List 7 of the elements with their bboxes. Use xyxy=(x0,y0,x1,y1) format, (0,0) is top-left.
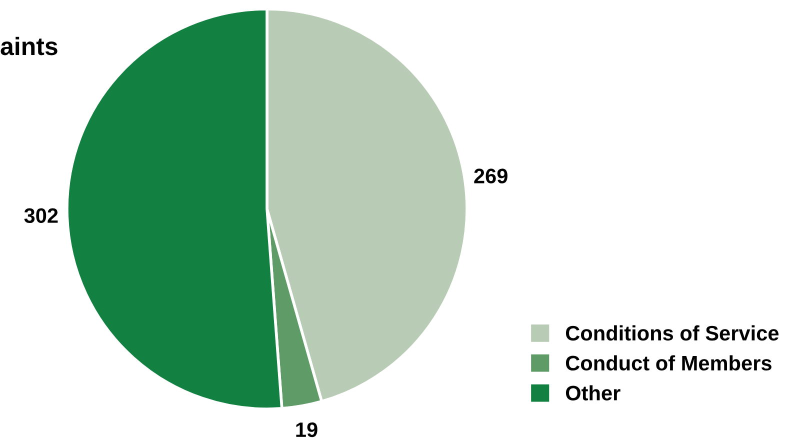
data-label: 269 xyxy=(474,168,508,184)
legend-label: Conduct of Members xyxy=(566,355,772,371)
legend-label: Conditions of Service xyxy=(566,325,779,341)
legend-label: Other xyxy=(566,385,620,400)
data-label: 302 xyxy=(24,208,58,224)
data-label: 19 xyxy=(296,422,318,438)
text: aints xyxy=(0,36,58,56)
